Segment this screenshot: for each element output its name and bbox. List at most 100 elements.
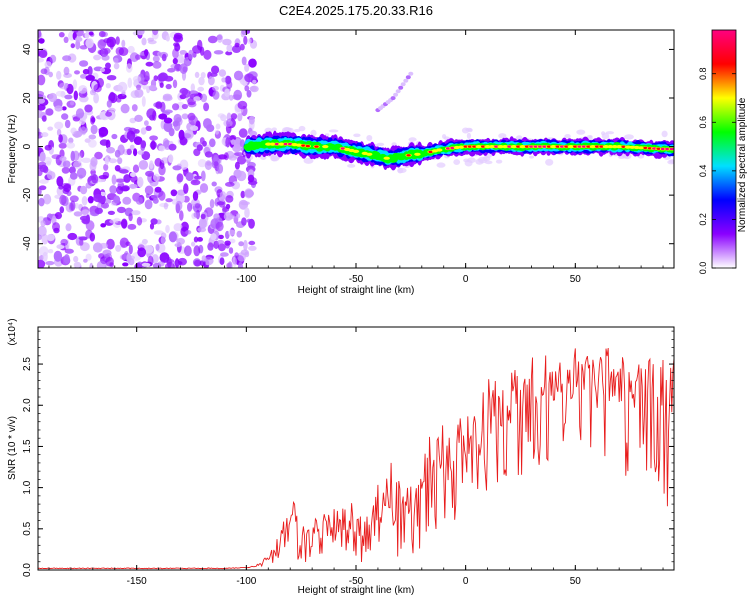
heatmap-track-peak — [340, 147, 345, 150]
heatmap-noise-blob — [184, 129, 194, 140]
heatmap-noise-blob — [101, 202, 109, 209]
heatmap-haze-blob — [667, 159, 674, 165]
heatmap-noise-blob — [225, 195, 234, 203]
heatmap-noise-blob — [211, 65, 220, 75]
heatmap-noise-blob — [224, 88, 231, 98]
heatmap-noise-blob — [62, 160, 71, 168]
heatmap-haze-blob — [293, 129, 301, 133]
heatmap-noise-blob — [150, 140, 156, 150]
heatmap-branch-blob — [395, 89, 401, 94]
heatmap-noise-blob — [38, 259, 46, 268]
heatmap-noise-blob — [150, 194, 160, 199]
heatmap-track-peak — [445, 147, 451, 150]
heatmap-noise-blob — [234, 152, 244, 157]
heatmap-track-peak — [577, 145, 582, 148]
heatmap-noise-blob — [64, 248, 74, 254]
colorbar-tick-label: 0.0 — [698, 262, 708, 275]
heatmap-track-peak — [288, 142, 293, 146]
snr-y-tick-label: 0.5 — [22, 521, 33, 535]
heatmap-noise-blob — [190, 125, 199, 131]
heatmap-noise-blob — [179, 50, 187, 55]
heatmap-track-peak — [656, 147, 661, 150]
heatmap-noise-blob — [220, 252, 229, 257]
heatmap-noise-blob — [74, 202, 79, 209]
heatmap-noise-blob — [136, 84, 142, 90]
heatmap-noise-blob — [153, 230, 164, 236]
heatmap-noise-blob — [106, 146, 116, 154]
heatmap-noise-blob — [196, 144, 203, 152]
heatmap-noise-blob — [106, 36, 117, 48]
heatmap-track-peak — [507, 145, 512, 148]
colorbar-tick-label: 0.2 — [698, 213, 708, 226]
heatmap-track-peak — [428, 150, 433, 154]
heatmap-noise-blob — [232, 144, 242, 153]
snr-scale-label: (x10⁴) — [7, 318, 18, 345]
heatmap-track-peak — [546, 145, 552, 148]
heatmap-noise-blob — [152, 262, 162, 268]
heatmap-noise-blob — [222, 38, 232, 46]
heatmap-noise-blob — [40, 68, 48, 75]
heatmap-noise-blob — [93, 54, 102, 61]
heatmap-noise-blob — [38, 30, 42, 38]
heatmap-noise-blob — [244, 207, 250, 218]
heatmap-noise-blob — [225, 203, 231, 210]
heatmap-noise-blob — [46, 234, 55, 242]
snr-x-tick-label: 50 — [570, 576, 582, 587]
heatmap-noise-blob — [201, 255, 207, 262]
heatmap-noise-blob — [168, 154, 174, 164]
heatmap-noise-blob — [147, 37, 154, 42]
heatmap-noise-blob — [154, 157, 162, 167]
heatmap-noise-blob — [134, 114, 143, 122]
heatmap-noise-blob — [231, 45, 242, 53]
heatmap-noise-blob — [193, 175, 202, 180]
heatmap-noise-blob — [79, 45, 88, 50]
heatmap-noise-blob — [190, 179, 201, 186]
heatmap-haze-blob — [586, 135, 593, 138]
heatmap-noise-blob — [63, 254, 70, 264]
heatmap-track-cell — [278, 142, 285, 146]
heatmap-noise-blob — [121, 39, 126, 48]
heatmap-noise-blob — [76, 167, 87, 179]
heatmap-track-peak — [573, 145, 578, 148]
heatmap-noise-blob — [228, 229, 236, 236]
heatmap-noise-blob — [173, 34, 184, 43]
heatmap-noise-blob — [219, 257, 225, 266]
heatmap-noise-blob — [225, 75, 232, 85]
heatmap-noise-blob — [240, 190, 246, 199]
heatmap-noise-blob — [38, 49, 48, 59]
heatmap-noise-blob — [175, 117, 183, 126]
heatmap-haze-blob — [576, 129, 586, 135]
heatmap-noise-blob — [141, 262, 151, 267]
heatmap-noise-blob — [209, 199, 215, 209]
heatmap-noise-blob — [61, 166, 70, 174]
heatmap-track-cell — [265, 142, 272, 146]
heatmap-noise-blob — [102, 249, 112, 257]
heatmap-noise-blob — [250, 85, 259, 93]
heatmap-noise-blob — [144, 185, 154, 196]
heatmap-noise-blob — [233, 70, 244, 81]
heatmap-x-tick-label: 0 — [463, 274, 469, 285]
heatmap-noise-blob — [115, 244, 122, 252]
heatmap-haze-blob — [397, 167, 407, 173]
heatmap-noise-blob — [108, 158, 118, 164]
heatmap-noise-blob — [160, 236, 166, 245]
snr-series-polyline — [38, 347, 674, 570]
heatmap-noise-blob — [244, 188, 254, 199]
heatmap-noise-blob — [63, 66, 70, 76]
heatmap-noise-blob — [216, 239, 225, 245]
heatmap-haze-blob — [477, 156, 488, 164]
heatmap-noise-blob — [241, 56, 247, 66]
heatmap-haze-blob — [270, 155, 278, 162]
heatmap-noise-blob — [247, 174, 255, 183]
heatmap-noise-blob — [88, 31, 94, 36]
heatmap-noise-blob — [54, 212, 63, 220]
snr-x-tick-label: -100 — [236, 576, 256, 587]
heatmap-noise-blob — [81, 196, 88, 206]
heatmap-noise-blob — [41, 132, 49, 138]
heatmap-noise-blob — [241, 217, 247, 226]
heatmap-haze-blob — [376, 142, 385, 147]
heatmap-noise-blob — [194, 203, 201, 209]
heatmap-noise-blob — [246, 218, 252, 223]
heatmap-noise-blob — [69, 172, 78, 180]
